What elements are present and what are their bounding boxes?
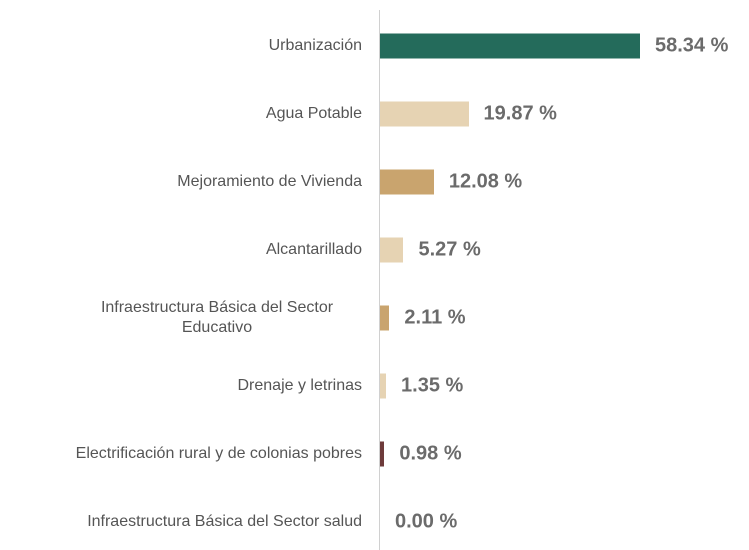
bar: [380, 33, 640, 59]
value-label: 0.98 %: [399, 442, 462, 465]
value-label: 1.35 %: [401, 374, 464, 397]
bar: [380, 237, 404, 263]
value-label: 0.00 %: [395, 510, 458, 533]
value-label: 2.11 %: [404, 306, 466, 329]
value-label: 58.34 %: [655, 34, 729, 57]
bar: [380, 305, 390, 331]
bar: [380, 373, 387, 399]
category-label: Infraestructura Básica del Sector salud: [87, 513, 362, 530]
category-label: Mejoramiento de Vivienda: [177, 173, 362, 190]
bar: [380, 101, 469, 127]
bar: [380, 169, 434, 195]
category-label: Electrificación rural y de colonias pobr…: [75, 445, 362, 462]
category-label: Alcantarillado: [265, 241, 362, 258]
value-label: 19.87 %: [483, 102, 557, 125]
category-label: Drenaje y letrinas: [237, 377, 363, 394]
category-label: Infraestructura Básica del Sector Educat…: [100, 299, 334, 336]
bar: [380, 441, 385, 467]
value-label: 12.08 %: [448, 170, 523, 193]
axis-line: [379, 10, 380, 550]
category-label: Agua Potable: [265, 105, 362, 122]
category-label: Urbanización: [268, 37, 362, 54]
value-label: 5.27 %: [418, 238, 481, 261]
